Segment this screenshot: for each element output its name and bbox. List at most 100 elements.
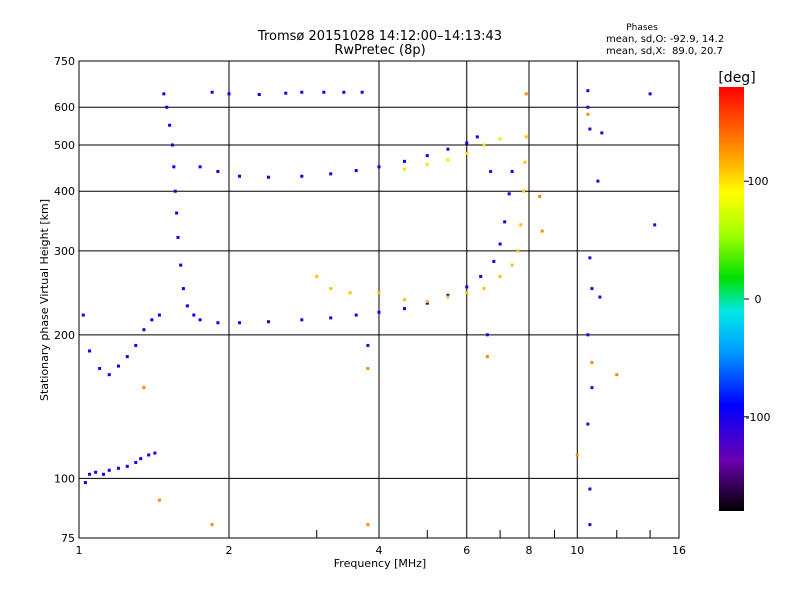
- data-point: [116, 364, 120, 368]
- data-point: [523, 160, 527, 164]
- colorbar-tick-label: -100: [746, 411, 771, 424]
- colorbar-ticks: 100 0 -100: [744, 175, 770, 424]
- data-point: [354, 313, 358, 317]
- data-point: [348, 291, 352, 295]
- x-tick-labels: 1 2 4 6 8 10 16: [76, 544, 687, 557]
- data-point: [425, 299, 429, 303]
- data-point: [498, 242, 502, 246]
- data-point: [157, 313, 161, 317]
- data-point: [586, 112, 590, 116]
- data-point: [524, 135, 528, 139]
- data-point: [600, 131, 604, 135]
- data-point: [586, 333, 590, 337]
- data-point: [216, 321, 220, 325]
- data-point: [142, 386, 146, 390]
- data-point: [492, 259, 496, 263]
- data-point: [153, 451, 157, 455]
- data-point: [354, 169, 358, 173]
- data-point: [402, 298, 406, 302]
- x-tick-label: 1: [76, 544, 83, 557]
- data-point: [507, 192, 511, 196]
- data-point: [498, 275, 502, 279]
- data-point: [107, 468, 111, 472]
- data-point: [590, 360, 594, 364]
- data-point: [485, 333, 489, 337]
- data-point: [482, 287, 486, 291]
- data-point: [446, 147, 450, 151]
- y-tick-label: 300: [54, 245, 75, 258]
- data-point: [653, 223, 657, 227]
- data-point: [227, 92, 231, 96]
- y-tick-label: 500: [54, 139, 75, 152]
- y-tick-label: 600: [54, 101, 75, 114]
- data-point: [125, 355, 129, 359]
- data-point: [519, 223, 523, 227]
- stats-line-o: mean, sd,O: -92.9, 14.2: [606, 34, 724, 45]
- data-point: [482, 143, 486, 147]
- data-point: [446, 158, 450, 162]
- data-point: [615, 373, 619, 377]
- data-point: [107, 373, 111, 377]
- data-point: [377, 165, 381, 169]
- data-point: [179, 263, 183, 267]
- data-point: [425, 163, 429, 167]
- x-tick-label: 8: [526, 544, 533, 557]
- data-point: [81, 313, 85, 317]
- data-point: [125, 464, 129, 468]
- data-point: [173, 189, 177, 193]
- data-point: [588, 487, 592, 491]
- data-point: [266, 175, 270, 179]
- grid-lines: [79, 61, 679, 538]
- data-point: [216, 169, 220, 173]
- x-tick-label: 16: [672, 544, 686, 557]
- data-point: [176, 235, 180, 239]
- x-tick-label: 4: [376, 544, 383, 557]
- data-point: [88, 472, 92, 476]
- data-point: [210, 523, 214, 527]
- y-tick-label: 75: [61, 532, 75, 545]
- data-points: [81, 89, 657, 527]
- chart-subtitle: RwPretec (8p): [334, 43, 425, 58]
- data-point: [485, 355, 489, 359]
- data-point: [590, 287, 594, 291]
- data-point: [238, 174, 242, 178]
- data-point: [266, 320, 270, 324]
- data-point: [102, 472, 106, 476]
- data-point: [185, 304, 189, 308]
- data-point: [157, 498, 161, 502]
- data-point: [465, 151, 469, 155]
- data-point: [516, 249, 520, 253]
- data-point: [98, 366, 102, 370]
- data-point: [147, 453, 151, 457]
- data-point: [300, 90, 304, 94]
- data-point: [139, 457, 143, 461]
- y-tick-labels: 75 100 200 300 400 500 600 750: [54, 55, 75, 545]
- data-point: [329, 287, 333, 291]
- data-point: [322, 90, 326, 94]
- data-point: [170, 143, 174, 147]
- data-point: [116, 466, 120, 470]
- data-point: [586, 422, 590, 426]
- colorbar-tick-label: 0: [755, 293, 762, 306]
- data-point: [590, 386, 594, 390]
- x-tick-label: 2: [226, 544, 233, 557]
- data-point: [588, 256, 592, 260]
- data-point: [402, 307, 406, 311]
- y-tick-label: 400: [54, 185, 75, 198]
- data-point: [238, 321, 242, 325]
- data-point: [150, 318, 154, 322]
- data-point: [377, 291, 381, 295]
- data-point: [588, 127, 592, 131]
- data-point: [588, 523, 592, 527]
- data-point: [172, 165, 176, 169]
- data-point: [257, 93, 261, 97]
- data-point: [83, 481, 87, 485]
- data-point: [425, 301, 429, 305]
- data-point: [181, 287, 185, 291]
- data-point: [575, 453, 579, 457]
- y-tick-label: 750: [54, 55, 75, 68]
- data-point: [648, 92, 652, 96]
- data-point: [162, 92, 166, 96]
- colorbar: [719, 87, 744, 511]
